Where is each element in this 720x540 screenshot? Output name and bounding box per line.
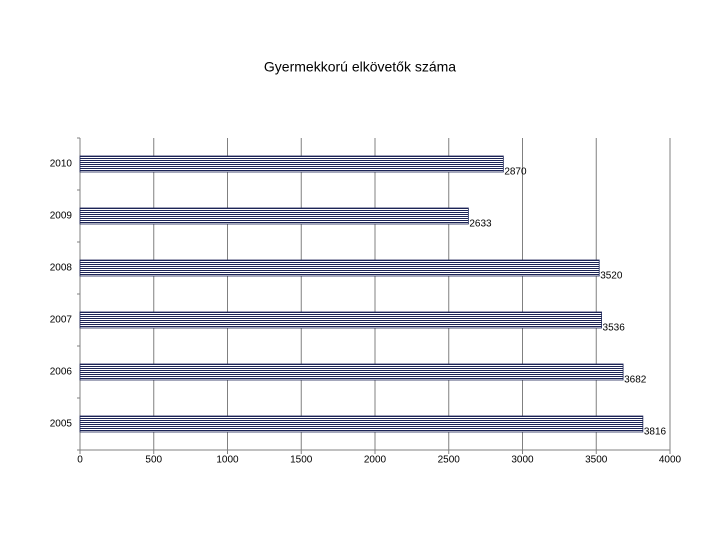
bar bbox=[79, 311, 602, 329]
bar bbox=[79, 155, 504, 173]
x-tick-label: 2000 bbox=[364, 455, 387, 466]
bar bbox=[79, 259, 600, 277]
y-tick-label: 2008 bbox=[50, 263, 73, 274]
data-label: 2633 bbox=[469, 219, 492, 230]
y-tick-label: 2010 bbox=[50, 159, 73, 170]
x-tick-label: 3500 bbox=[585, 455, 608, 466]
x-tick-label: 4000 bbox=[659, 455, 682, 466]
x-tick-label: 0 bbox=[77, 455, 83, 466]
x-tick-label: 1000 bbox=[216, 455, 239, 466]
y-tick-label: 2006 bbox=[50, 367, 73, 378]
data-label: 3536 bbox=[603, 323, 626, 334]
bar bbox=[79, 415, 644, 433]
chart-title: Gyermekkorú elkövetők száma bbox=[264, 59, 456, 75]
x-tick-label: 1500 bbox=[290, 455, 313, 466]
bar bbox=[79, 363, 624, 381]
y-tick-label: 2005 bbox=[50, 419, 73, 430]
data-label: 3816 bbox=[644, 427, 667, 438]
x-tick-label: 500 bbox=[145, 455, 162, 466]
y-tick-label: 2007 bbox=[50, 315, 73, 326]
data-label: 3520 bbox=[600, 271, 623, 282]
x-tick-label: 3000 bbox=[511, 455, 534, 466]
y-tick-label: 2009 bbox=[50, 211, 73, 222]
data-label: 3682 bbox=[624, 375, 647, 386]
bar bbox=[79, 207, 469, 225]
data-label: 2870 bbox=[504, 167, 527, 178]
x-tick-label: 2500 bbox=[438, 455, 461, 466]
